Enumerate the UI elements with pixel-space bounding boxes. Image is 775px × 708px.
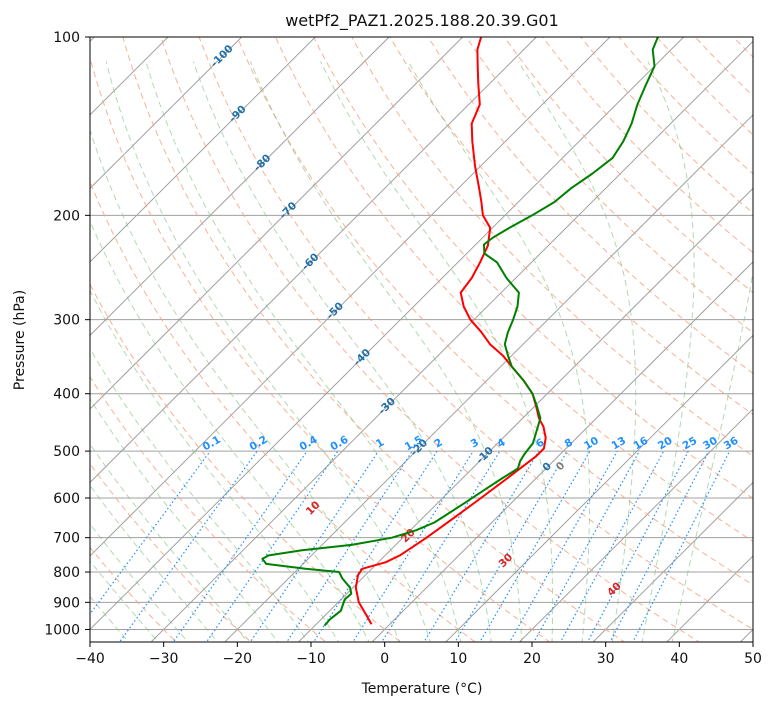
dry-adiabat [44,24,491,654]
dry-adiabat [533,24,775,654]
y-tick-label: 500 [53,444,80,460]
moist-adiabat [42,62,375,655]
y-tick-label: 300 [53,313,80,329]
mixing-ratio-line [61,451,211,654]
mixing-ratio-label: 10 [582,435,601,453]
mixing-ratio-label: 20 [656,435,675,453]
dry-adiabat [307,24,775,654]
x-tick-label: 10 [449,651,467,667]
moist-adiabat [250,62,522,655]
isotherm-line [0,24,550,654]
y-tick-label: 900 [53,595,80,611]
mixing-ratio-line [374,451,499,654]
chart-axes: −40 −30 −20 −10 0 10 20 30 40 50 1000 900 800 700 600 5… [44,30,762,667]
mixing-ratio-label: 4 [495,436,507,450]
mixing-ratio-line [473,451,590,654]
dry-adiabat [495,24,775,654]
mixing-ratio-label: 0.2 [248,434,270,454]
x-tick-label: −40 [75,651,105,667]
isotherm-line [0,24,402,654]
moist-adiabat [640,62,694,655]
moist-adiabat [670,62,770,655]
mixing-ratio-label: 8 [563,436,575,450]
moist-adiabat [0,62,286,655]
mixing-ratio-line [242,451,378,654]
dry-adiabat [345,24,775,654]
x-tick-label: −10 [296,651,326,667]
isotherm-line [0,24,255,654]
dry-adiabat [759,24,775,654]
mixing-ratio-label: 2 [432,436,444,450]
mixing-ratio-line [279,451,412,654]
mixing-ratio-label: 0.6 [328,434,350,454]
dry-adiabat [646,24,775,654]
mixing-ratio-label: 30 [701,435,720,453]
x-tick-label: −20 [223,651,253,667]
moist-adiabat [0,62,228,655]
chart-title: wetPf2_PAZ1.2025.188.20.39.G01 [285,11,559,31]
x-tick-label: 20 [523,651,541,667]
mixing-ratio-line [111,451,257,654]
dry-adiabat [0,24,264,654]
plot-frame [90,37,753,642]
dry-adiabat-label: 40 [605,580,624,599]
y-tick-label: 400 [53,387,80,403]
dry-adiabat [684,24,775,654]
y-tick-label: 700 [53,531,80,547]
mixing-ratio-label: 0.1 [201,434,223,454]
x-tick-label: −30 [149,651,179,667]
mixing-ratio-line [627,451,730,654]
moist-adiabat [146,62,463,655]
x-tick-label: 40 [670,651,688,667]
chart-grid [0,24,775,654]
dry-adiabat [270,24,775,654]
x-tick-label: 30 [597,651,615,667]
x-tick-label: 50 [744,651,762,667]
dry-adiabat [721,24,775,654]
y-tick-label: 600 [53,491,80,507]
moist-adiabat [0,62,198,655]
x-axis-label: Temperature (°C) [361,681,483,697]
isotherm-line [0,24,329,654]
isotherm-line [655,24,775,654]
x-tick-label: 0 [380,651,389,667]
mixing-ratio-label: 16 [632,435,651,453]
y-tick-label: 800 [53,565,80,581]
mixing-ratio-label: 13 [609,435,628,453]
mixing-ratio-line [604,451,709,654]
dry-adiabat [0,24,340,654]
dry-adiabat-label: 10 [304,499,323,518]
dry-adiabat [571,24,775,654]
moist-adiabat [193,62,492,655]
y-axis-label: Pressure (hPa) [12,290,28,390]
y-tick-label: 1000 [44,622,80,638]
isotherm-line [0,24,623,654]
y-tick-label: 100 [53,30,80,46]
mixing-ratio-label: 1 [374,436,386,450]
dry-adiabat-label: 20 [399,526,418,545]
mixing-ratio-label: 0.4 [298,434,320,454]
y-tick-label: 200 [53,208,80,224]
